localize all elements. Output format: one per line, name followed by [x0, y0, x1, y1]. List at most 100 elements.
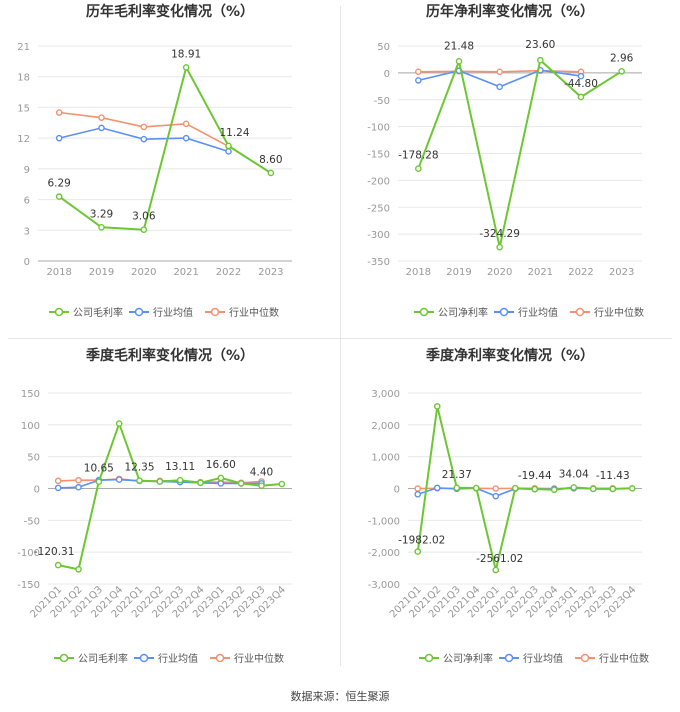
data-point-avg	[98, 124, 105, 132]
data-point-company	[577, 93, 585, 101]
y-tick-label: 12	[17, 134, 30, 145]
legend-marker-company	[419, 307, 429, 317]
data-point-company	[511, 484, 519, 492]
data-point-company	[278, 480, 286, 488]
data-label: -2561.02	[476, 553, 523, 565]
y-tick-label: 50	[27, 453, 40, 464]
data-point-company	[531, 485, 539, 493]
y-tick-label: -3,000	[368, 580, 400, 591]
data-label: 16.60	[206, 459, 236, 471]
legend-label: 公司净利率	[438, 306, 488, 319]
data-point-avg	[433, 484, 441, 492]
legend-marker-median	[215, 653, 225, 663]
data-point-median	[182, 120, 190, 128]
legend-marker-median	[580, 653, 590, 663]
data-point-company	[197, 479, 204, 487]
y-tick-label: -100	[367, 123, 390, 134]
y-tick-label: -300	[367, 230, 390, 241]
legend-marker-company	[424, 653, 434, 663]
data-point-median	[492, 485, 500, 492]
data-label: -44.80	[564, 78, 598, 90]
y-tick-label: 21	[17, 42, 30, 53]
x-tick-label: 2020	[487, 267, 512, 278]
legend-label: 公司净利率	[443, 652, 493, 665]
legend-label: 行业中位数	[599, 652, 649, 665]
y-tick-label: -150	[17, 580, 40, 591]
data-label: 21.37	[442, 469, 472, 481]
data-point-median	[54, 477, 62, 485]
data-point-median	[140, 123, 148, 131]
data-point-company	[225, 142, 232, 150]
data-point-company	[537, 56, 544, 64]
x-tick-label: 2021	[173, 267, 198, 278]
chart-title: 历年毛利率变化情况（%）	[86, 3, 254, 20]
data-point-avg	[414, 490, 422, 498]
data-label: 6.29	[47, 178, 70, 190]
legend-label: 行业中位数	[229, 306, 279, 319]
x-tick-label: 2023	[609, 267, 634, 278]
legend-marker-avg	[504, 653, 514, 663]
legend-label: 行业均值	[153, 306, 193, 319]
data-label: 11.24	[219, 127, 249, 139]
data-label: 23.60	[525, 39, 555, 51]
y-tick-label: 6	[24, 196, 30, 207]
data-point-company	[98, 224, 105, 231]
data-point-company	[492, 566, 500, 574]
data-point-company	[237, 480, 245, 487]
data-point-company	[609, 485, 617, 493]
y-tick-label: 0	[394, 485, 400, 496]
data-point-company	[267, 169, 275, 177]
data-point-company	[156, 478, 164, 485]
y-tick-label: 0	[384, 69, 390, 80]
data-point-company	[55, 193, 63, 200]
legend-label: 行业均值	[518, 306, 558, 319]
data-label: 2.96	[610, 52, 634, 64]
data-point-company	[414, 548, 422, 555]
legend-marker-avg	[134, 307, 144, 317]
legend-marker-median	[210, 307, 220, 317]
data-label: 4.40	[250, 467, 273, 479]
legend-marker-avg	[499, 307, 509, 317]
data-point-avg	[140, 135, 148, 143]
horizontal-divider	[8, 338, 672, 339]
y-tick-label: 1,000	[371, 453, 400, 464]
data-point-company	[618, 67, 625, 75]
data-point-avg	[217, 480, 225, 487]
y-tick-label: -250	[367, 203, 390, 214]
data-point-company	[628, 485, 636, 492]
data-point-median	[496, 68, 503, 76]
legend-label: 公司毛利率	[78, 652, 128, 665]
data-source-note: 数据来源：恒生聚源	[290, 690, 390, 703]
data-point-company	[550, 486, 558, 494]
data-point-median	[414, 485, 422, 492]
series-line-company	[58, 64, 272, 231]
data-label: -11.43	[596, 470, 630, 482]
x-tick-label: 2019	[89, 267, 114, 278]
y-tick-label: -150	[367, 150, 390, 161]
data-point-company	[176, 476, 184, 484]
data-label: -19.44	[518, 470, 552, 482]
data-label: 8.60	[259, 154, 282, 166]
data-label: 18.91	[171, 48, 201, 60]
data-point-company	[415, 165, 422, 173]
y-tick-label: 9	[24, 165, 30, 176]
data-point-avg	[496, 83, 503, 91]
chart-title: 历年净利率变化情况（%）	[426, 3, 594, 20]
x-tick-label: 2018	[46, 267, 71, 278]
data-point-avg	[225, 148, 232, 155]
series-line-company	[57, 420, 282, 571]
data-point-company	[136, 477, 143, 484]
data-point-company	[433, 403, 441, 410]
data-label: 12.35	[124, 462, 154, 474]
data-point-company	[54, 561, 62, 569]
legend-label: 行业中位数	[234, 652, 284, 665]
data-point-avg	[492, 492, 500, 500]
legend-label: 行业均值	[523, 652, 563, 665]
legend-marker-company	[54, 307, 64, 317]
chart-title: 季度毛利率变化情况（%）	[85, 347, 254, 364]
chart-title: 季度净利率变化情况（%）	[425, 347, 594, 364]
x-tick-label: 2020	[131, 267, 156, 278]
legend-marker-median	[575, 307, 585, 317]
y-tick-label: 100	[21, 421, 40, 432]
